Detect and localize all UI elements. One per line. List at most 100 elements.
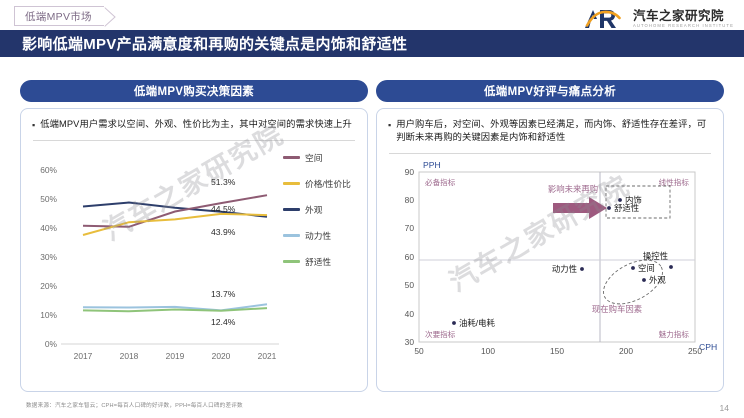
label-power: 动力性 (552, 264, 577, 274)
left-bullet-text: 低端MPV用户需求以空间、外观、性价比为主，其中对空间的需求快速上升 (40, 119, 352, 129)
data-label-price: 44.5% (211, 204, 236, 214)
svg-text:50: 50 (405, 280, 415, 290)
point-fuel (452, 321, 456, 325)
panel-right-header: 低端MPV好评与痛点分析 (376, 80, 724, 102)
svg-text:80: 80 (405, 195, 415, 205)
breadcrumb-arrow-icon (103, 7, 116, 27)
point-handling (669, 265, 673, 269)
label-handling: 操控性 (643, 251, 668, 261)
logo-name-cn: 汽车之家研究院 (632, 8, 724, 23)
line-chart-svg: 60% 50% 40% 30% 20% 10% 0% 2017 2018 (40, 165, 279, 361)
x-axis-title: CPH (699, 342, 717, 352)
panel-purchase-factors: 低端MPV购买决策因素 ▪ 低端MPV用户需求以空间、外观、性价比为主，其中对空… (20, 80, 368, 392)
x-axis-labels: 2017 2018 2019 2020 2021 (74, 351, 277, 361)
data-label-comfort: 12.4% (211, 317, 236, 327)
highlight-box-interior-comfort (605, 185, 671, 219)
svg-text:70: 70 (405, 223, 415, 233)
quadrant-label-attractive: 魅力指标 (659, 329, 690, 339)
svg-text:2019: 2019 (166, 351, 185, 361)
svg-text:40: 40 (405, 309, 415, 319)
scatter-chart-svg: PPH CPH 90 80 70 60 50 40 30 50 (405, 160, 717, 356)
right-bullet-text: 用户购车后，对空间、外观等因素已经满足，而内饰、舒适性存在差评，可判断未来再购的… (396, 119, 707, 143)
page-title: 影响低端MPV产品满意度和再购的关键点是内饰和舒适性 (22, 36, 408, 53)
point-exterior (642, 278, 646, 282)
page-number: 14 (719, 403, 729, 413)
y-axis-title: PPH (423, 160, 441, 170)
line-chart: 60% 50% 40% 30% 20% 10% 0% 2017 2018 (21, 119, 369, 369)
legend-label: 动力性 (305, 231, 332, 241)
label-comfort: 舒适性 (614, 203, 639, 213)
panel-left-body: ▪ 低端MPV用户需求以空间、外观、性价比为主，其中对空间的需求快速上升 60%… (20, 108, 368, 392)
scatter-x-labels: 50 100 150 200 250 (414, 346, 702, 356)
legend-item-exterior[interactable]: 外观 (283, 203, 351, 216)
panel-left-header: 低端MPV购买决策因素 (20, 80, 368, 102)
svg-text:250: 250 (688, 346, 702, 356)
panel-right-body: ▪ 用户购车后，对空间、外观等因素已经满足，而内饰、舒适性存在差评，可判断未来再… (376, 108, 724, 392)
svg-text:50%: 50% (40, 194, 57, 204)
breadcrumb-chip[interactable]: 低端MPV市场 (14, 6, 116, 27)
quadrant-labels: 必备指标 线性指标 次要指标 魅力指标 (425, 177, 689, 339)
data-label-exterior: 43.9% (211, 227, 236, 237)
legend-item-space[interactable]: 空间 (283, 151, 351, 164)
svg-text:150: 150 (550, 346, 564, 356)
bullet-marker-icon: ▪ (32, 120, 36, 130)
data-label-space: 51.3% (211, 177, 236, 187)
legend-label: 外观 (305, 205, 323, 215)
legend-swatch-icon (283, 234, 300, 237)
highlight-ellipse-space-exterior (603, 259, 663, 305)
point-space (631, 266, 635, 270)
quadrant-label-must-have: 必备指标 (425, 177, 456, 187)
label-interior: 内饰 (625, 195, 642, 205)
scatter-points (452, 198, 673, 325)
right-bullet: ▪ 用户购车后，对空间、外观等因素已经满足，而内饰、舒适性存在差评，可判断未来再… (377, 109, 723, 151)
svg-text:40%: 40% (40, 223, 57, 233)
annotation-future-repurchase: 影响未来再购 (548, 184, 598, 194)
left-bullet: ▪ 低端MPV用户需求以空间、外观、性价比为主，其中对空间的需求快速上升 (21, 109, 367, 138)
svg-text:60: 60 (405, 252, 415, 262)
legend-label: 舒适性 (305, 257, 332, 267)
svg-text:0%: 0% (45, 339, 58, 349)
series-line-space (82, 194, 268, 228)
logo: 汽车之家研究院 AUTOHOME RESEARCH INSTITUTE (582, 7, 734, 31)
footnote: 数据来源：汽车之家车智云；CPH=每百人口碑的好评数，PPH=每百人口碑的差评数 (26, 403, 243, 409)
point-power (580, 267, 584, 271)
logo-name-en: AUTOHOME RESEARCH INSTITUTE (632, 23, 734, 29)
legend-item-comfort[interactable]: 舒适性 (283, 255, 351, 268)
svg-text:2018: 2018 (120, 351, 139, 361)
svg-text:10%: 10% (40, 310, 57, 320)
svg-text:30: 30 (405, 337, 415, 347)
legend-swatch-icon (283, 182, 300, 185)
series-line-price (82, 212, 268, 236)
quadrant-label-secondary: 次要指标 (425, 329, 456, 339)
series-line-comfort (82, 307, 268, 313)
label-space: 空间 (638, 263, 655, 273)
label-exterior: 外观 (649, 275, 666, 285)
series-line-power (82, 303, 268, 312)
legend-label: 价格/性价比 (305, 179, 351, 189)
legend-item-price[interactable]: 价格/性价比 (283, 177, 351, 190)
svg-text:100: 100 (481, 346, 495, 356)
breadcrumb-label: 低端MPV市场 (25, 10, 92, 23)
legend-swatch-icon (283, 208, 300, 211)
right-divider (389, 152, 711, 154)
legend-item-power[interactable]: 动力性 (283, 229, 351, 242)
left-divider (33, 140, 355, 141)
annotation-current-purchase: 现在购车因素 (592, 304, 642, 314)
svg-text:200: 200 (619, 346, 633, 356)
svg-text:2020: 2020 (212, 351, 231, 361)
svg-text:90: 90 (405, 167, 415, 177)
panel-praise-painpoint: 低端MPV好评与痛点分析 ▪ 用户购车后，对空间、外观等因素已经满足，而内饰、舒… (376, 80, 724, 392)
breadcrumb[interactable]: 低端MPV市场 (14, 6, 116, 27)
scatter-y-labels: 90 80 70 60 50 40 30 (405, 167, 415, 347)
svg-text:2017: 2017 (74, 351, 93, 361)
scatter-point-labels: 内饰 舒适性 操控性 空间 外观 动力性 油耗/电耗 (459, 195, 668, 328)
label-fuel: 油耗/电耗 (459, 318, 495, 328)
svg-text:2021: 2021 (258, 351, 277, 361)
future-repurchase-arrow-icon (553, 196, 607, 219)
legend-label: 空间 (305, 153, 323, 163)
logo-text: 汽车之家研究院 AUTOHOME RESEARCH INSTITUTE (633, 10, 734, 29)
ar-logo-icon (582, 7, 626, 31)
legend-swatch-icon (283, 260, 300, 263)
y-axis-labels: 60% 50% 40% 30% 20% 10% 0% (40, 165, 57, 349)
